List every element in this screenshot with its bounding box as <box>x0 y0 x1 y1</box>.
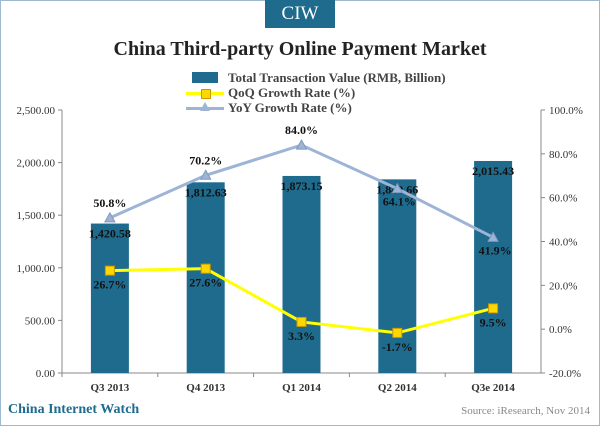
yoy-data-label: 70.2% <box>189 153 222 167</box>
brand-logo: CIW <box>265 0 335 28</box>
yoy-data-label: 84.0% <box>285 123 318 137</box>
yoy-point <box>391 182 404 194</box>
y-left-tick-label: 0.00 <box>36 368 56 380</box>
chart-title: China Third-party Online Payment Market <box>113 38 487 60</box>
y-left-tick-label: 1,500.00 <box>17 210 56 222</box>
legend-swatch-qoq <box>186 85 224 100</box>
y-left-tick-label: 2,000.00 <box>17 158 56 170</box>
y-right-tick-label: 60.0% <box>549 193 577 205</box>
legend-label-yoy: YoY Growth Rate (%) <box>228 99 352 115</box>
yoy-data-label: 41.9% <box>479 243 512 257</box>
bar <box>474 160 513 373</box>
qoq-data-label: 3.3% <box>288 329 315 343</box>
x-tick-label: Q3e 2014 <box>471 382 515 394</box>
bar <box>282 175 321 373</box>
y-right-tick-label: 0.0% <box>549 324 572 336</box>
qoq-point <box>488 303 499 314</box>
y-right-tick-label: 80.0% <box>549 149 577 161</box>
yoy-point <box>199 169 212 180</box>
legend-label-transaction-value: Total Transaction Value (RMB, Billion) <box>228 69 446 85</box>
legend-item-yoy: YoY Growth Rate (%) <box>186 100 446 115</box>
y-right-tick-label: 40.0% <box>549 237 577 249</box>
qoq-data-label: -1.7% <box>382 340 413 354</box>
bar-data-label: 1,873.15 <box>281 179 323 193</box>
x-tick-label: Q3 2013 <box>90 382 129 394</box>
y-right-tick-label: -20.0% <box>549 368 581 380</box>
yoy-point <box>295 139 308 150</box>
qoq-data-label: 27.6% <box>189 276 222 290</box>
bar-data-label: 2,015.43 <box>472 164 514 178</box>
yoy-data-label: 50.8% <box>93 196 126 210</box>
legend: Total Transaction Value (RMB, Billion) Q… <box>186 70 446 115</box>
qoq-point <box>200 263 211 274</box>
yoy-point <box>104 211 116 223</box>
x-tick-label: Q1 2014 <box>282 382 321 394</box>
x-tick-label: Q2 2014 <box>378 382 417 394</box>
x-tick-label: Q4 2013 <box>186 382 225 394</box>
y-right-tick-label: 100.0% <box>549 105 583 117</box>
legend-label-qoq: QoQ Growth Rate (%) <box>228 84 356 100</box>
legend-swatch-bar <box>186 70 224 85</box>
y-left-tick-label: 2,500.00 <box>17 105 56 117</box>
legend-swatch-yoy <box>186 100 224 115</box>
bar <box>90 223 129 373</box>
footer-source: Source: iResearch, Nov 2014 <box>461 405 590 417</box>
footer-site-name: China Internet Watch <box>8 402 140 417</box>
yoy-data-label: 64.1% <box>383 195 416 209</box>
legend-item-qoq: QoQ Growth Rate (%) <box>186 85 446 100</box>
y-right-tick-label: 20.0% <box>549 280 577 292</box>
y-left-tick-label: 500.00 <box>25 315 56 327</box>
bar-data-label: 1,812.63 <box>185 185 227 199</box>
yoy-point <box>487 231 499 242</box>
qoq-point <box>104 265 115 276</box>
bar <box>186 182 225 373</box>
legend-item-transaction-value: Total Transaction Value (RMB, Billion) <box>186 70 446 85</box>
qoq-point <box>392 327 403 338</box>
qoq-data-label: 26.7% <box>93 278 126 292</box>
bar <box>378 179 417 373</box>
bar-data-label: 1,420.58 <box>89 227 131 241</box>
qoq-data-label: 9.5% <box>480 315 507 329</box>
y-left-tick-label: 1,000.00 <box>17 263 56 275</box>
qoq-point <box>296 316 307 327</box>
